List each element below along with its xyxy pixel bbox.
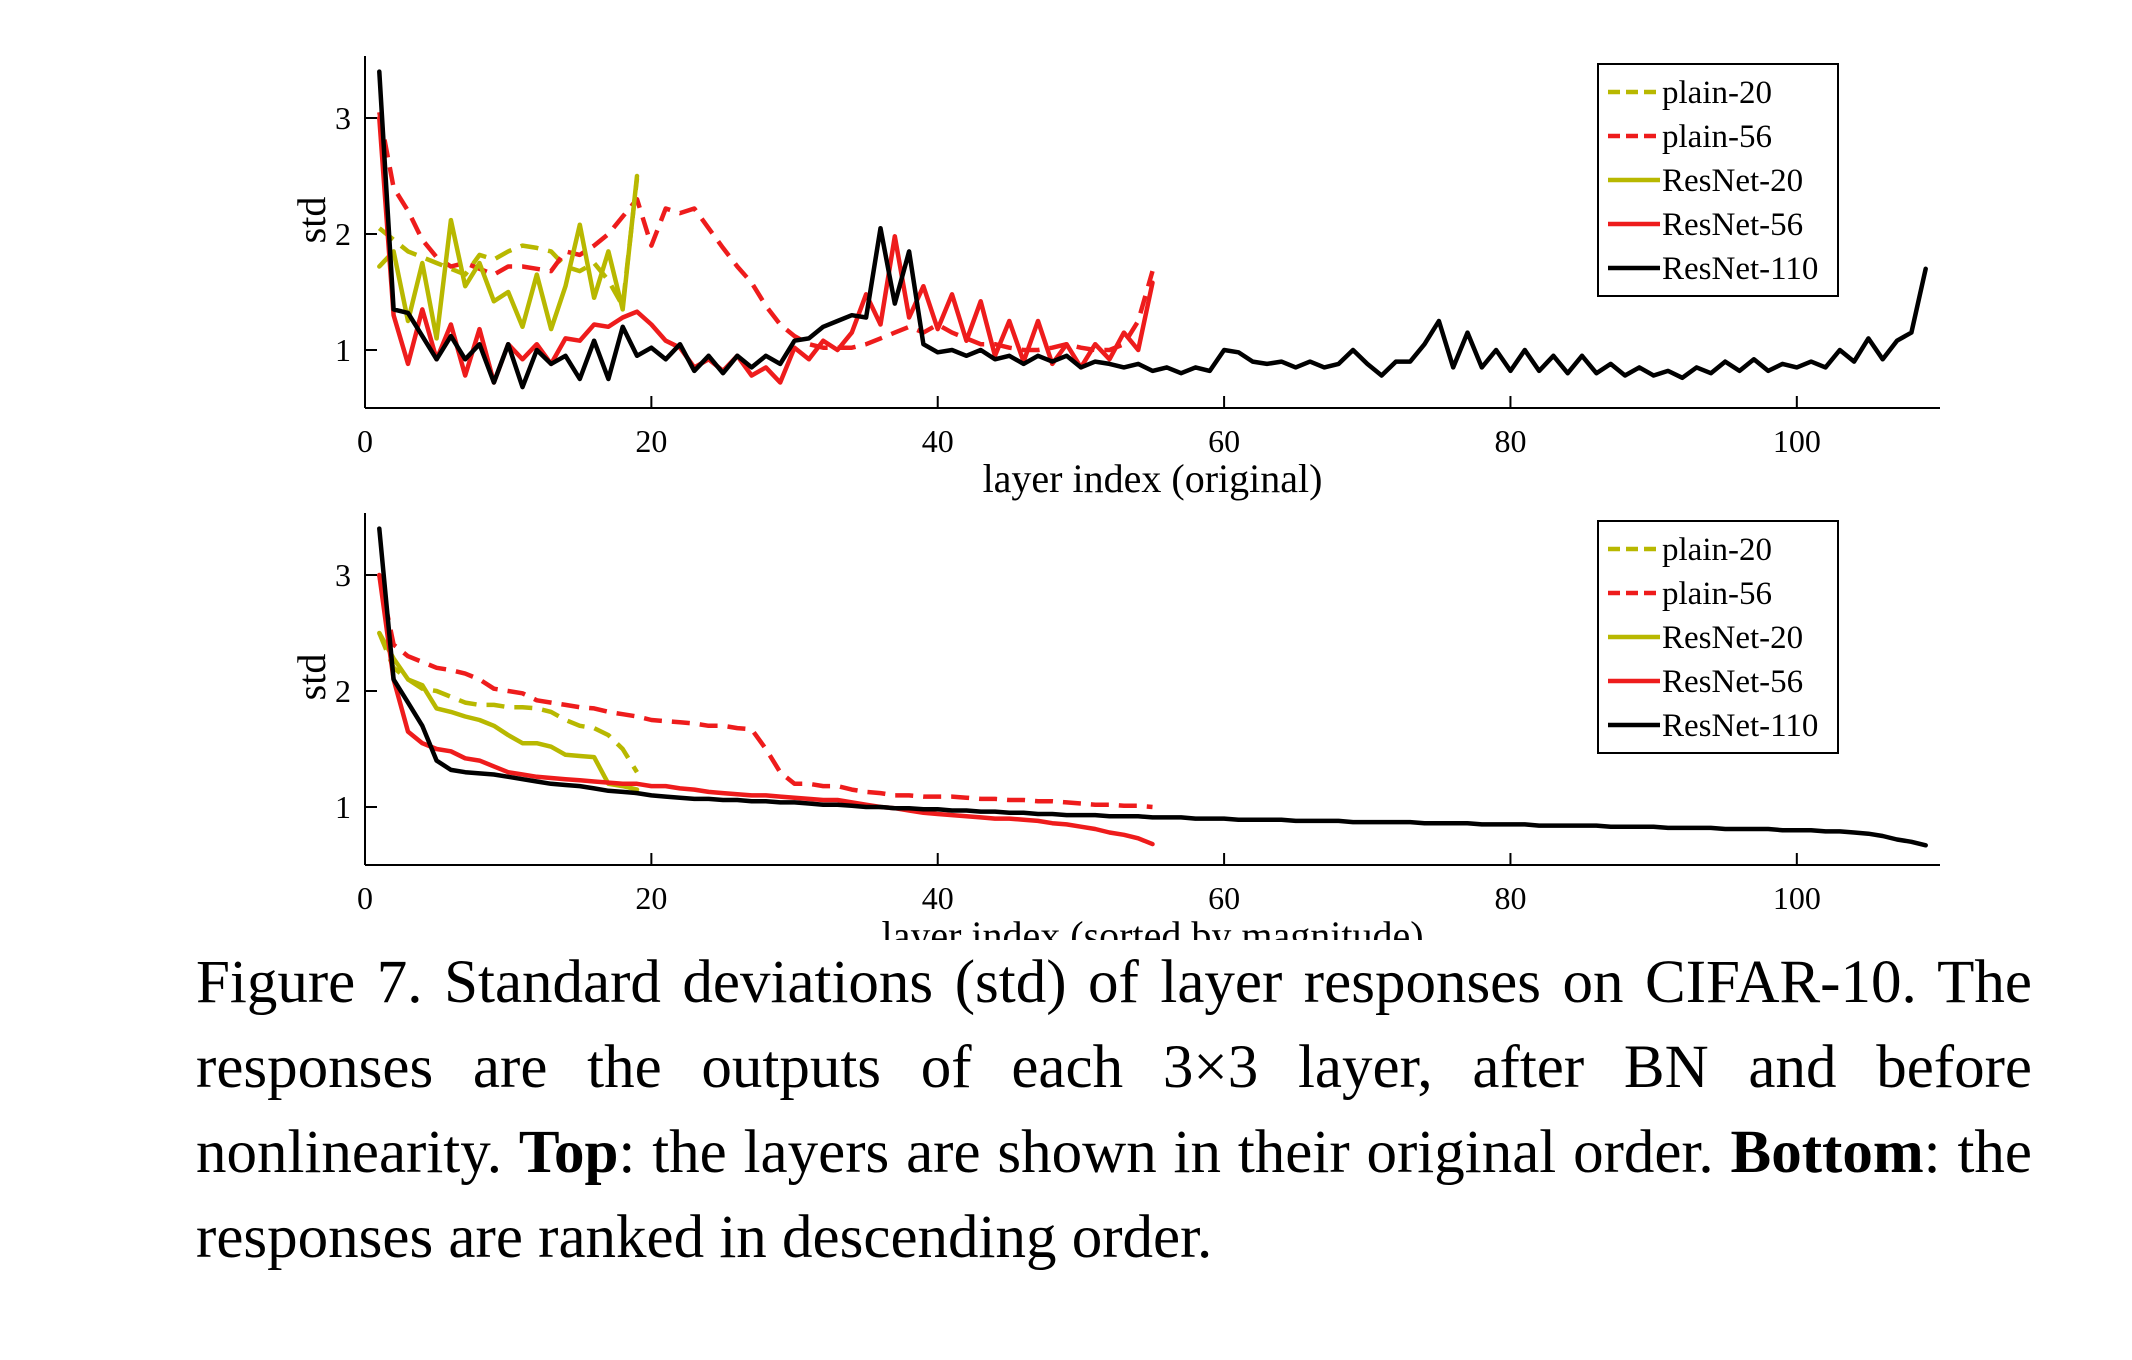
chart-bottom: 0 20 40 60 80 100 1 2 3 layer index (sorted by ma… (289, 513, 1940, 940)
top-x-tick-label: 40 (922, 423, 954, 459)
top-legend-entry: plain-20 (1662, 75, 1772, 111)
bottom-x-tick-label: 60 (1208, 880, 1240, 916)
bottom-x-axis-label: layer index (sorted by magnitude) (881, 913, 1423, 940)
caption-label: Figure 7. (196, 949, 423, 1016)
bottom-series-resnet-110-line (377, 526, 1928, 848)
top-series-resnet-20-line (377, 173, 640, 341)
caption-text-2: : the layers are shown in their original… (618, 1119, 1731, 1186)
bottom-series-resnet-56-line (377, 572, 1155, 847)
bottom-series-plain-20-line (377, 632, 639, 774)
bottom-y-tick-label: 3 (335, 557, 351, 593)
bottom-x-tick-label: 20 (635, 880, 667, 916)
bottom-x-tick-label: 80 (1494, 880, 1526, 916)
top-series-plain-56-line (377, 111, 1155, 353)
top-x-tick-label: 100 (1773, 423, 1821, 459)
top-y-tick-label: 1 (335, 332, 351, 368)
top-series-resnet-56-line (377, 115, 1155, 385)
top-series-resnet-110-line (377, 69, 1928, 390)
bottom-series-resnet-20-line (377, 630, 640, 792)
bottom-x-tick-label: 0 (357, 880, 373, 916)
bottom-legend-box (1597, 520, 1839, 754)
caption-top-label: Top (518, 1119, 619, 1186)
bottom-y-tick-label: 2 (335, 673, 351, 709)
bottom-x-tick-label: 100 (1773, 880, 1821, 916)
top-x-tick-label: 0 (357, 423, 373, 459)
top-y-tick-label: 2 (335, 216, 351, 252)
bottom-y-axis-label: std (289, 654, 334, 701)
top-legend-entry: ResNet-20 (1662, 163, 1803, 199)
top-legend-entry: plain-56 (1662, 119, 1772, 155)
top-x-axis-label: layer index (original) (983, 456, 1323, 501)
top-series-plain-20-line (377, 178, 640, 309)
caption-bottom-label: Bottom (1730, 1119, 1924, 1186)
caption-text-3: : the responses are ranked in descending… (196, 1119, 2032, 1271)
top-y-axis-label: std (289, 197, 334, 244)
bottom-legend-entry: ResNet-20 (1662, 620, 1803, 656)
top-x-tick-label: 20 (635, 423, 667, 459)
bottom-legend-entry: ResNet-56 (1662, 664, 1803, 700)
bottom-x-tick-label: 40 (922, 880, 954, 916)
figure-caption: Figure 7. Standard deviations (std) of l… (196, 940, 2032, 1280)
bottom-y-tick-label: 1 (335, 789, 351, 825)
chart-top: 0 20 40 60 80 100 1 2 3 layer index (original) std… (289, 56, 1940, 501)
caption-text-1: Standard deviations (std) of layer respo… (196, 949, 2033, 1186)
bottom-legend-entry: plain-20 (1662, 532, 1772, 568)
top-x-tick-label: 60 (1208, 423, 1240, 459)
bottom-legend-entry: plain-56 (1662, 576, 1772, 612)
top-x-tick-label: 80 (1494, 423, 1526, 459)
bottom-legend-entry: ResNet-110 (1662, 708, 1818, 744)
top-legend-entry: ResNet-56 (1662, 207, 1803, 243)
top-y-tick-label: 3 (335, 100, 351, 136)
bottom-series-plain-56-line (377, 574, 1153, 810)
top-legend-entry: ResNet-110 (1662, 251, 1818, 287)
